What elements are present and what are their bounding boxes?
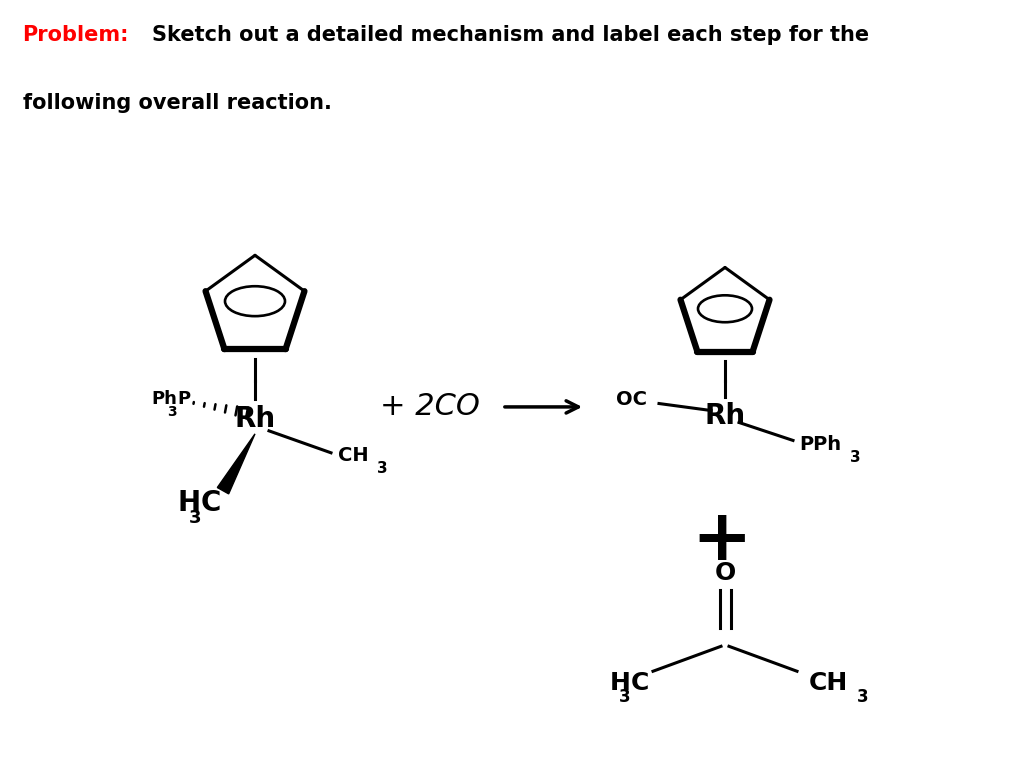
Text: Ph: Ph (152, 390, 177, 408)
Text: following overall reaction.: following overall reaction. (23, 93, 332, 113)
Text: O: O (715, 561, 735, 585)
Text: 3: 3 (857, 688, 868, 707)
Text: H: H (178, 488, 201, 517)
Text: PPh: PPh (799, 435, 841, 454)
Text: P: P (177, 390, 190, 408)
Text: Rh: Rh (705, 402, 745, 431)
Text: Sketch out a detailed mechanism and label each step for the: Sketch out a detailed mechanism and labe… (152, 25, 868, 45)
Text: C: C (201, 488, 221, 517)
Text: OC: OC (616, 390, 647, 409)
Text: CH: CH (809, 671, 848, 695)
Text: 3: 3 (167, 405, 177, 419)
Polygon shape (217, 434, 255, 494)
Text: Rh: Rh (234, 405, 275, 433)
Text: CH: CH (338, 446, 369, 465)
Text: H: H (610, 671, 631, 695)
Text: 3: 3 (620, 688, 631, 707)
Text: C: C (631, 671, 649, 695)
Text: 3: 3 (850, 450, 860, 465)
Text: + 2CO: + 2CO (380, 392, 480, 422)
Text: 3: 3 (188, 508, 201, 527)
Text: Problem:: Problem: (23, 25, 129, 45)
Text: +: + (692, 506, 753, 575)
Text: 3: 3 (377, 462, 388, 476)
